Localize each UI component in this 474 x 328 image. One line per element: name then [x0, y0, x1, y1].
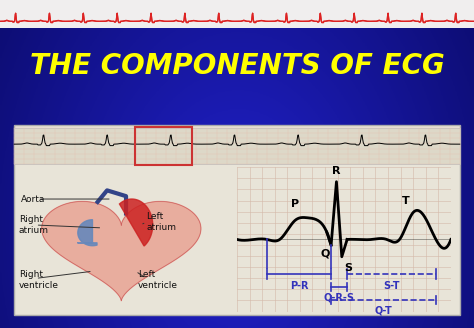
Bar	[14, 128, 460, 164]
Text: Left
atrium: Left atrium	[146, 213, 176, 232]
Bar	[0, 0, 474, 28]
Bar	[14, 125, 460, 315]
Text: S: S	[344, 262, 352, 273]
Text: T: T	[402, 196, 410, 206]
Text: Q-T: Q-T	[374, 306, 392, 316]
Polygon shape	[42, 201, 201, 300]
Polygon shape	[119, 199, 153, 246]
Text: P: P	[291, 199, 299, 209]
Bar	[17, 167, 226, 312]
Bar	[135, 127, 192, 165]
Text: Right
atrium: Right atrium	[19, 215, 49, 235]
Text: Q-R-S: Q-R-S	[324, 293, 355, 303]
Text: Q: Q	[320, 248, 330, 258]
Text: P-R: P-R	[290, 281, 308, 291]
Text: R: R	[332, 166, 341, 176]
Text: Left
ventricle: Left ventricle	[138, 270, 178, 290]
Text: Right
ventricle: Right ventricle	[19, 270, 59, 290]
Text: S-T: S-T	[383, 281, 400, 291]
Text: THE COMPONENTS OF ECG: THE COMPONENTS OF ECG	[29, 51, 444, 80]
Text: Aorta: Aorta	[21, 195, 46, 204]
